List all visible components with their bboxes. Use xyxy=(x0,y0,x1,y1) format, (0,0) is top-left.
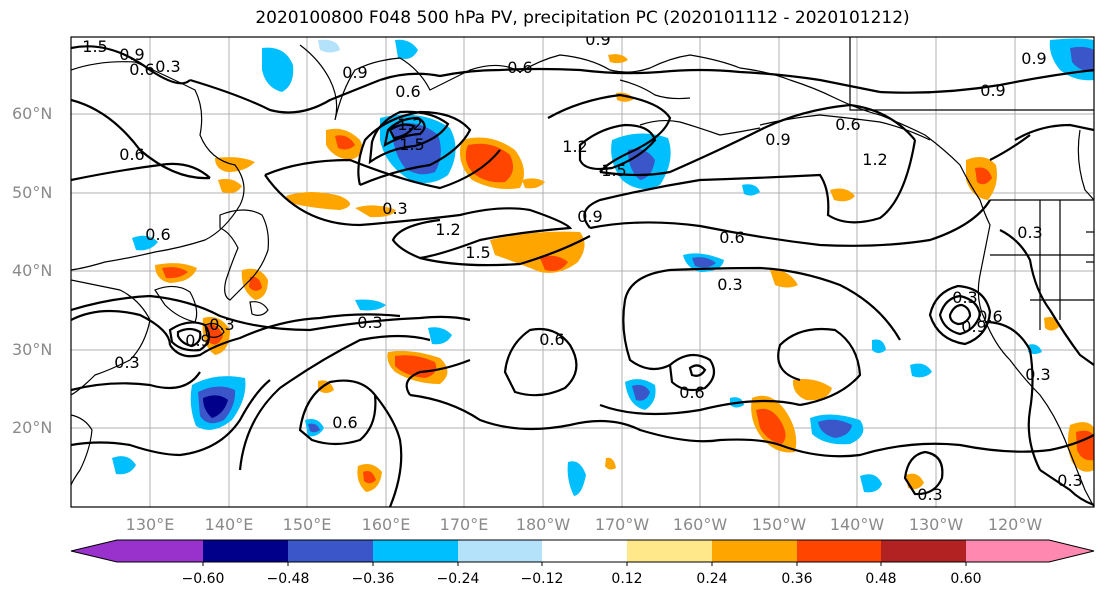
colorbar-bin xyxy=(881,540,966,562)
contour-label: 0.3 xyxy=(209,315,234,334)
contour-label: 0.6 xyxy=(395,82,420,101)
lon-label: 130°W xyxy=(908,515,964,534)
lon-label: 160°W xyxy=(672,515,728,534)
colorbar-bin xyxy=(373,540,458,562)
colorbar-tick-label: 0.12 xyxy=(611,571,643,587)
colorbar-tick-label: −0.24 xyxy=(436,571,480,587)
colorbar-extend-right xyxy=(1049,540,1094,562)
colorbar-tick-label: −0.36 xyxy=(351,571,395,587)
contour-label: 0.9 xyxy=(980,81,1005,100)
contour-label: 0.6 xyxy=(507,58,532,77)
contour-label: 0.3 xyxy=(114,353,139,372)
contour-label: 0.3 xyxy=(1025,365,1050,384)
colorbar-bin xyxy=(117,540,203,562)
contour-label: 0.9 xyxy=(119,45,144,64)
lon-label: 140°W xyxy=(829,515,885,534)
contour-label: 0.6 xyxy=(119,145,144,164)
colorbar-bin xyxy=(712,540,797,562)
contour-label: 0.3 xyxy=(917,485,942,504)
colorbar-tick-label: 0.48 xyxy=(865,571,897,587)
lon-label: 140°E xyxy=(204,515,254,534)
contour-label: 0.3 xyxy=(357,313,382,332)
contour-label: 0.3 xyxy=(1017,223,1042,242)
contour-label: 0.3 xyxy=(155,57,180,76)
lat-label: 40°N xyxy=(12,261,53,280)
colorbar-tick-label: −0.12 xyxy=(520,571,564,587)
contour-label: 0.6 xyxy=(835,115,860,134)
colorbar-tick-label: 0.60 xyxy=(950,571,982,587)
colorbar-bin xyxy=(627,540,712,562)
contour-label: 0.3 xyxy=(382,199,407,218)
lon-label: 130°E xyxy=(125,515,175,534)
precip-positive xyxy=(155,54,1094,492)
contour-label: 1.2 xyxy=(862,150,887,169)
contour-label: 0.6 xyxy=(679,383,704,402)
colorbar-bin xyxy=(288,540,373,562)
contour-label: 1.5 xyxy=(82,37,107,56)
contour-label: 0.3 xyxy=(952,288,977,307)
colorbar-tick-label: 0.36 xyxy=(781,571,813,587)
contour-label: 0.3 xyxy=(717,275,742,294)
lon-label: 160°E xyxy=(361,515,411,534)
contour-label: 0.9 xyxy=(185,331,210,350)
precip-negative xyxy=(112,38,1094,496)
pv-contours xyxy=(71,45,1094,507)
colorbar-outline xyxy=(70,539,1095,563)
lat-label: 30°N xyxy=(12,340,53,359)
lon-label: 180°W xyxy=(515,515,571,534)
colorbar-bin xyxy=(203,540,288,562)
contour-label: 0.9 xyxy=(342,63,367,82)
lon-label: 150°E xyxy=(282,515,332,534)
contour-label: 0.6 xyxy=(145,225,170,244)
contour-label: 1.5 xyxy=(465,243,490,262)
lat-label: 20°N xyxy=(12,418,53,437)
lon-label: 150°W xyxy=(751,515,807,534)
contour-labels: 1.5 0.9 0.6 0.3 0.9 0.6 0.9 0.6 0.9 0.9 … xyxy=(82,30,1082,504)
lat-label: 60°N xyxy=(12,104,53,123)
contour-label: 1.5 xyxy=(601,161,626,180)
contour-label: 0.9 xyxy=(765,130,790,149)
colorbar-bin xyxy=(966,540,1049,562)
contour-label: 0.6 xyxy=(719,228,744,247)
contour-label: 1.2 xyxy=(435,220,460,239)
colorbar-bin xyxy=(797,540,881,562)
colorbar-bin xyxy=(542,540,627,562)
contour-label: 1.2 xyxy=(562,137,587,156)
contour-label: 1.2 xyxy=(397,115,422,134)
colorbar-bin xyxy=(458,540,542,562)
plot-frame xyxy=(70,36,1095,508)
contour-label: 0.9 xyxy=(577,207,602,226)
lon-label: 170°W xyxy=(594,515,650,534)
lat-label: 50°N xyxy=(12,183,53,202)
colorbar-tick-label: 0.24 xyxy=(696,571,728,587)
lon-label: 120°W xyxy=(987,515,1043,534)
colorbar xyxy=(70,539,1095,566)
contour-label: 0.3 xyxy=(1057,471,1082,490)
contour-label: 0.9 xyxy=(585,30,610,49)
contour-label: 0.6 xyxy=(129,60,154,79)
colorbar-tick-label: −0.60 xyxy=(181,571,225,587)
contour-label: 0.9 xyxy=(961,317,986,336)
contour-label: 0.6 xyxy=(332,413,357,432)
colorbar-extend-left xyxy=(71,540,117,562)
colorbar-tick-label: −0.48 xyxy=(266,571,310,587)
lon-label: 170°E xyxy=(439,515,489,534)
contour-label: 0.6 xyxy=(977,307,1002,326)
contour-label: 1.5 xyxy=(399,135,424,154)
contour-label: 0.6 xyxy=(539,330,564,349)
contour-label: 0.9 xyxy=(1021,49,1046,68)
chart-title: 2020100800 F048 500 hPa PV, precipitatio… xyxy=(255,8,910,28)
